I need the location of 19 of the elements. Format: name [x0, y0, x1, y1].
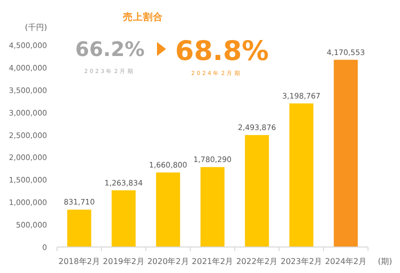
x-axis-title: (期) — [378, 257, 392, 266]
bar — [200, 167, 224, 247]
x-tick-label: 2023年2月 — [280, 257, 322, 266]
bar — [112, 190, 136, 247]
x-tick-label: 2024年2月 — [325, 257, 367, 266]
x-tick-label: 2021年2月 — [192, 257, 234, 266]
bar — [156, 172, 180, 247]
bar — [244, 135, 269, 247]
bar — [334, 60, 358, 247]
annotation: 68.8% — [175, 36, 269, 67]
x-tick-label: 2020年2月 — [147, 257, 189, 266]
bar — [67, 210, 92, 247]
text: 売上割合 — [123, 11, 163, 23]
x-tick-label: 2019年2月 — [102, 257, 144, 266]
y-axis-title: (千円) — [24, 23, 48, 32]
x-tick-label: 2018年2月 — [58, 257, 100, 266]
x-tick-label: 2022年2月 — [236, 257, 278, 266]
annotation: 66.2% — [75, 37, 145, 61]
bar — [289, 103, 314, 247]
